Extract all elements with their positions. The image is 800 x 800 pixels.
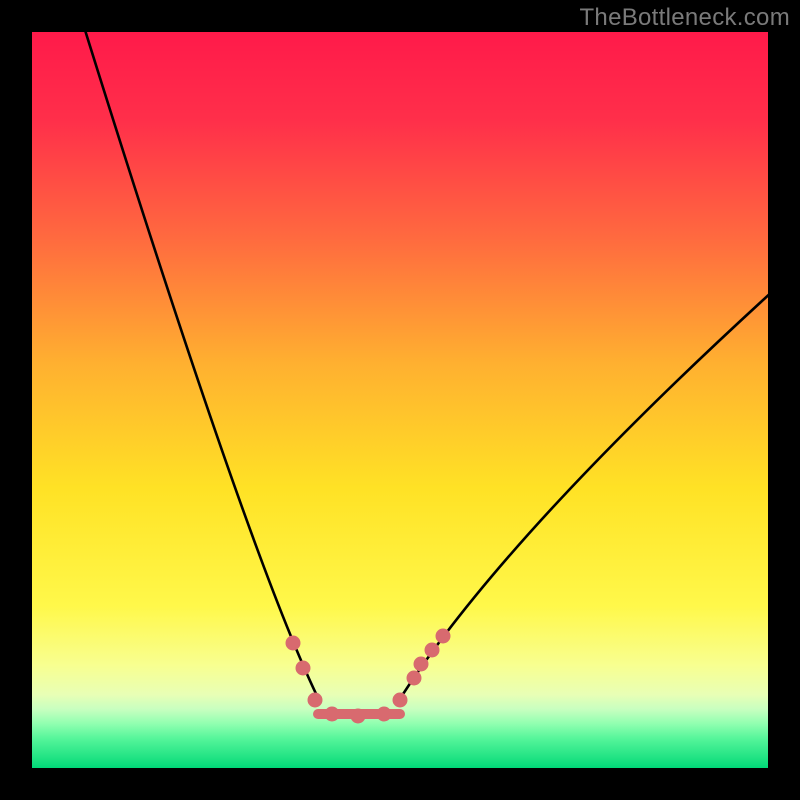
bottleneck-chart: [0, 0, 800, 800]
marker-point: [436, 629, 450, 643]
marker-point: [377, 707, 391, 721]
marker-point: [425, 643, 439, 657]
marker-point: [351, 709, 365, 723]
marker-point: [308, 693, 322, 707]
marker-point: [414, 657, 428, 671]
marker-point: [407, 671, 421, 685]
marker-point: [393, 693, 407, 707]
marker-point: [286, 636, 300, 650]
marker-point: [325, 707, 339, 721]
marker-point: [296, 661, 310, 675]
watermark-text: TheBottleneck.com: [579, 4, 790, 32]
